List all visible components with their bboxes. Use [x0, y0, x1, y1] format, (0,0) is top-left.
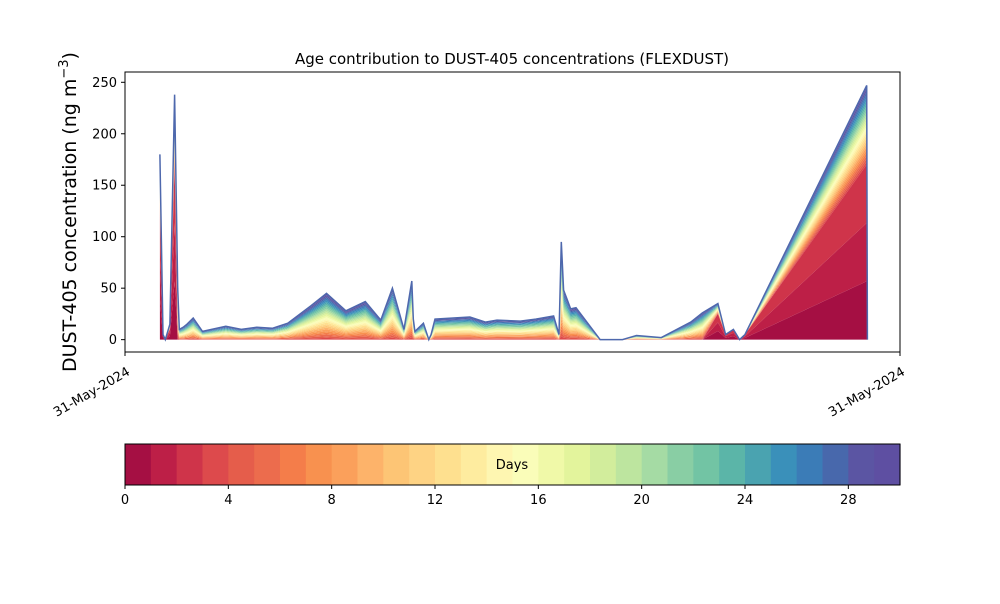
- y-tick-label: 150: [92, 179, 117, 194]
- y-tick-label: 200: [92, 127, 117, 142]
- y-tick-label: 0: [109, 333, 117, 348]
- colorbar-bin: [667, 444, 694, 485]
- colorbar: [125, 444, 901, 485]
- colorbar-label: Days: [496, 458, 529, 473]
- colorbar-tick-label: 20: [633, 493, 650, 508]
- colorbar-bin: [745, 444, 772, 485]
- y-axis-label-exponent: −3: [57, 59, 72, 78]
- colorbar-bin: [590, 444, 617, 485]
- colorbar-bin: [719, 444, 746, 485]
- colorbar-bin: [125, 444, 152, 485]
- colorbar-bin: [693, 444, 720, 485]
- colorbar-bin: [796, 444, 824, 485]
- colorbar-bin: [383, 444, 410, 485]
- colorbar-bin: [357, 444, 384, 485]
- colorbar-bin: [228, 444, 255, 485]
- y-tick-label: 100: [92, 230, 117, 245]
- colorbar-bin: [822, 444, 849, 485]
- colorbar-bin: [512, 444, 539, 485]
- colorbar-bin: [564, 444, 591, 485]
- age-band-0: [159, 281, 868, 340]
- x-axis-ticks: 31-May-2024 31-May-2024: [51, 352, 908, 420]
- colorbar-bin: [409, 444, 436, 485]
- y-axis-label-close: ): [59, 52, 81, 59]
- colorbar-bin: [202, 444, 229, 485]
- colorbar-bin: [770, 444, 798, 485]
- colorbar-frame: [124, 443, 901, 486]
- colorbar-bin: [874, 444, 901, 485]
- colorbar-bin: [305, 444, 333, 485]
- colorbar-tick-label: 4: [224, 493, 232, 508]
- colorbar-bin: [280, 444, 307, 485]
- colorbar-bin: [176, 444, 204, 485]
- colorbar-tick-label: 0: [121, 493, 129, 508]
- colorbar-tick-label: 12: [427, 493, 444, 508]
- colorbar-tick-label: 28: [840, 493, 857, 508]
- colorbar-bin: [641, 444, 669, 485]
- colorbar-tick-label: 24: [737, 493, 754, 508]
- colorbar-bin: [331, 444, 359, 485]
- colorbar-bin: [538, 444, 565, 485]
- age-band-2: [159, 164, 868, 340]
- plot-frame: [124, 71, 901, 353]
- colorbar-bin: [435, 444, 462, 485]
- colorbar-bin: [486, 444, 514, 485]
- colorbar-ticks: 0 4 8 12 16 20 24 28: [121, 485, 857, 508]
- colorbar-bin: [615, 444, 643, 485]
- y-tick-label: 250: [92, 76, 117, 91]
- y-axis-ticks: 0 50 100 150 200 250: [92, 76, 125, 348]
- colorbar-tick-label: 8: [328, 493, 336, 508]
- x-tick-label: 31-May-2024: [826, 365, 908, 421]
- chart-title: Age contribution to DUST-405 concentrati…: [295, 50, 729, 68]
- colorbar-bin: [150, 444, 178, 485]
- colorbar-bin: [848, 444, 875, 485]
- y-axis-label: DUST-405 concentration (ng m−3): [57, 52, 81, 372]
- total-concentration-line: [159, 85, 869, 342]
- colorbar-tick-label: 16: [530, 493, 547, 508]
- x-tick-label: 31-May-2024: [51, 365, 133, 421]
- colorbar-bin: [460, 444, 488, 485]
- y-tick-label: 50: [100, 282, 117, 297]
- stacked-areas: [159, 85, 869, 342]
- y-axis-label-main: DUST-405 concentration (ng m: [59, 79, 81, 372]
- colorbar-bin: [254, 444, 281, 485]
